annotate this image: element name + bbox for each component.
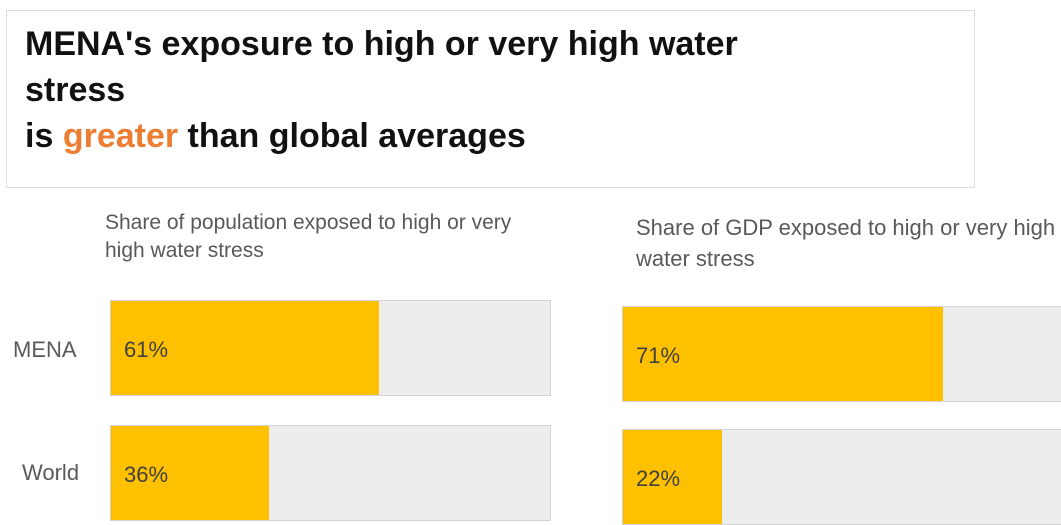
chart-title: MENA's exposure to high or very high wat… [25, 21, 925, 159]
category-label-mena: MENA [13, 337, 77, 362]
population-chart-title: Share of population exposed to high or v… [105, 211, 512, 262]
title-line-2: stress [25, 71, 126, 109]
gdp-value-mena: 71% [636, 343, 681, 368]
population-bar-mena [111, 301, 379, 395]
population-value-world: 36% [124, 462, 169, 487]
gdp-value-world: 22% [636, 466, 681, 491]
title-accent-word: greater [62, 117, 179, 155]
title-post: than global averages [178, 117, 526, 155]
category-label-world: World [22, 460, 80, 485]
population-bar-track-world: 36% [110, 425, 551, 521]
population-value-mena: 61% [124, 337, 169, 362]
gdp-bar-track-world: 22% [622, 429, 1061, 525]
gdp-bar-world [623, 430, 722, 524]
title-box: MENA's exposure to high or very high wat… [6, 10, 975, 188]
population-bar-world [111, 426, 270, 520]
population-bar-track-mena: 61% [110, 300, 551, 396]
title-line-3: is greater than global averages [25, 113, 925, 159]
gdp-bar-track-mena: 71% [622, 306, 1061, 402]
gdp-chart-title: Share of GDP exposed to high or very hig… [636, 215, 1056, 271]
title-line-1: MENA's exposure to high or very high wat… [25, 25, 738, 63]
title-pre: is [25, 117, 63, 155]
gdp-bar-mena [623, 307, 943, 401]
